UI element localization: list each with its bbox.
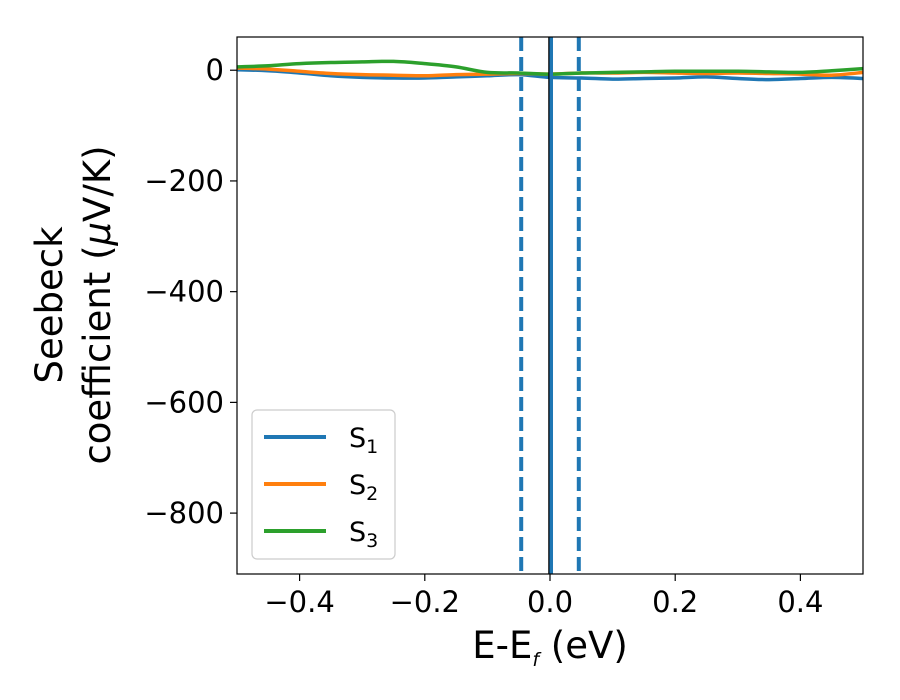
legend: S1 S2 S3 [251, 409, 396, 560]
legend-label-s3: S3 [349, 517, 378, 552]
legend-label-s1: S1 [349, 423, 378, 458]
x-axis-title: E-Ef (eV) [472, 624, 628, 671]
y-tick-label: −200 [144, 164, 224, 198]
y-tick-label: −600 [144, 385, 224, 419]
x-tick-label: −0.2 [390, 585, 460, 619]
plot-area [237, 37, 863, 574]
x-tick-label: 0.0 [527, 585, 573, 619]
legend-label-s2: S2 [349, 470, 378, 505]
x-tick-label: 0.4 [777, 585, 823, 619]
y-axis-title: Seebeck coefficient (μV/K) [28, 145, 119, 464]
y-tick-label: −800 [144, 496, 224, 530]
x-tick-label: 0.2 [652, 585, 698, 619]
y-axis-title-line1: Seebeck [28, 226, 71, 384]
y-tick-label: 0 [206, 53, 224, 87]
y-axis-title-line2: coefficient (μV/K) [76, 145, 119, 464]
x-tick-label: −0.4 [264, 585, 334, 619]
y-tick-label: −400 [144, 275, 224, 309]
axes: −0.4 −0.2 0.0 0.2 0.4 0 −200 −400 −600 −800 [144, 36, 864, 619]
